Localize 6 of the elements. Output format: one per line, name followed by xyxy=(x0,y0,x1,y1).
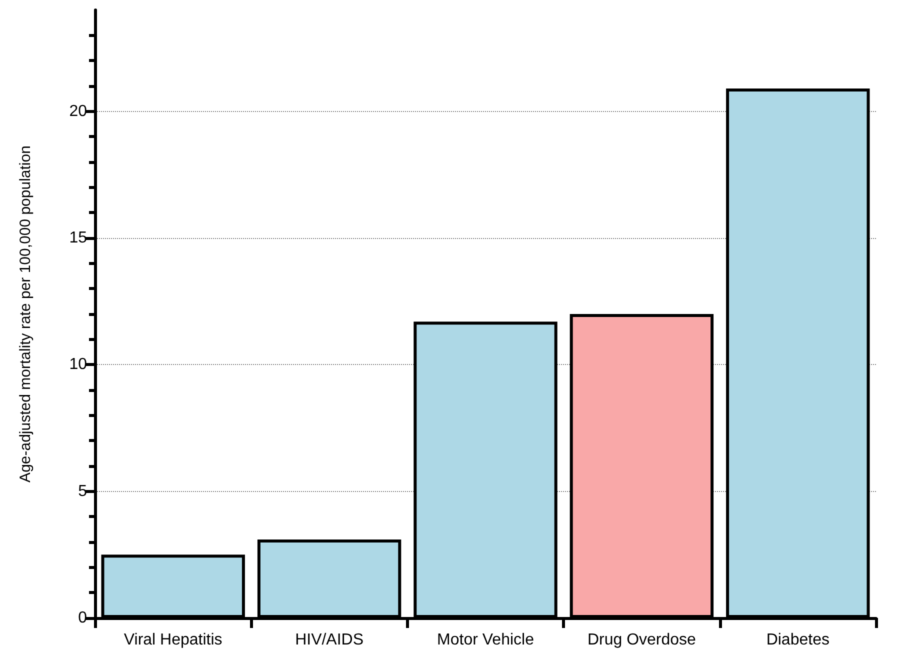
x-tick-label: Drug Overdose xyxy=(587,632,696,648)
x-tick-label: Viral Hepatitis xyxy=(124,632,222,648)
y-axis-title: Age-adjusted mortality rate per 100,000 population xyxy=(17,146,34,482)
x-tick-label: HIV/AIDS xyxy=(295,632,364,648)
x-tick-label: Motor Vehicle xyxy=(437,632,534,648)
x-tick-label: Diabetes xyxy=(766,632,830,648)
